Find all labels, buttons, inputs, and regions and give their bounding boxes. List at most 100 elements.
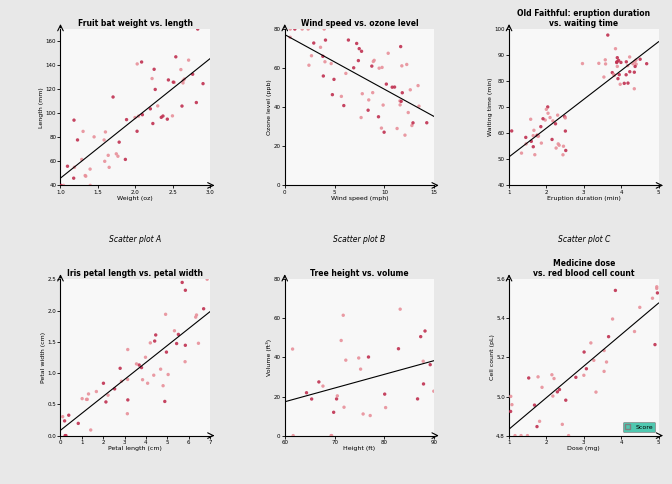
Point [343, 36, 353, 44]
Point [614, 71, 625, 78]
Point [522, 432, 533, 439]
Point [167, 112, 178, 120]
Point [630, 62, 640, 70]
Point [532, 132, 542, 139]
Point [85, 426, 96, 434]
Point [198, 80, 208, 88]
Point [177, 102, 187, 110]
Point [641, 60, 652, 68]
Point [651, 283, 662, 291]
Point [336, 92, 347, 100]
Point [396, 62, 407, 70]
Point [145, 105, 156, 113]
Point [161, 348, 172, 356]
Point [339, 403, 349, 411]
Point [387, 83, 398, 91]
Title: Wind speed vs. ozone level: Wind speed vs. ozone level [300, 19, 419, 28]
Point [202, 275, 212, 283]
Point [177, 79, 188, 87]
Point [137, 376, 148, 384]
Y-axis label: Cell count (pL): Cell count (pL) [490, 334, 495, 380]
Point [180, 287, 191, 294]
Point [132, 60, 142, 68]
Point [179, 75, 190, 83]
Point [624, 53, 635, 61]
Point [506, 127, 517, 135]
Point [394, 101, 405, 109]
Point [191, 311, 202, 319]
Point [73, 420, 83, 427]
Title: Medicine dose
vs. red blood cell count: Medicine dose vs. red blood cell count [533, 259, 634, 278]
Point [290, 25, 300, 33]
Point [554, 141, 564, 149]
Point [560, 114, 571, 122]
Point [301, 389, 312, 396]
Y-axis label: Petal width (cm): Petal width (cm) [41, 332, 46, 383]
Point [132, 127, 142, 135]
Point [159, 397, 170, 405]
Point [317, 52, 328, 60]
Point [149, 65, 159, 73]
Point [533, 133, 544, 140]
X-axis label: Wind speed (mph): Wind speed (mph) [331, 196, 388, 201]
Point [60, 432, 71, 439]
Point [616, 59, 626, 66]
Point [651, 285, 662, 292]
Point [621, 58, 632, 66]
X-axis label: Dose (mg): Dose (mg) [567, 446, 600, 451]
Point [122, 410, 133, 418]
Point [341, 356, 351, 364]
Point [612, 54, 623, 61]
Point [306, 52, 317, 60]
Point [571, 374, 581, 381]
Point [559, 113, 570, 121]
Point [577, 60, 588, 67]
Point [111, 150, 122, 158]
Point [169, 78, 179, 86]
Point [103, 392, 114, 399]
Point [579, 348, 589, 356]
Point [403, 109, 413, 117]
Point [629, 68, 640, 76]
Point [630, 56, 641, 64]
Point [285, 25, 296, 33]
Point [515, 432, 526, 439]
Point [612, 62, 623, 70]
Point [122, 376, 133, 383]
Point [418, 357, 429, 365]
Point [650, 341, 661, 348]
Point [377, 63, 388, 71]
Point [396, 97, 407, 105]
Point [100, 128, 111, 136]
Point [121, 116, 132, 123]
Point [77, 155, 87, 163]
Point [614, 57, 624, 64]
Point [140, 353, 151, 361]
Point [529, 401, 540, 409]
Point [303, 25, 314, 33]
Point [153, 102, 163, 110]
Point [379, 390, 390, 398]
Point [548, 375, 559, 382]
Point [393, 345, 404, 353]
Point [545, 114, 556, 121]
Point [99, 157, 110, 165]
Point [612, 59, 622, 66]
Point [160, 310, 171, 318]
Point [553, 140, 564, 148]
Point [355, 365, 366, 373]
Point [526, 115, 536, 123]
Point [389, 83, 400, 91]
Point [560, 147, 571, 154]
Point [348, 64, 359, 72]
Point [621, 71, 632, 78]
Point [425, 361, 435, 368]
Point [363, 353, 374, 361]
Point [99, 136, 110, 144]
Point [320, 36, 331, 44]
Point [599, 73, 610, 81]
Point [619, 79, 630, 87]
Point [134, 361, 144, 369]
Point [155, 365, 166, 373]
Point [552, 111, 563, 119]
